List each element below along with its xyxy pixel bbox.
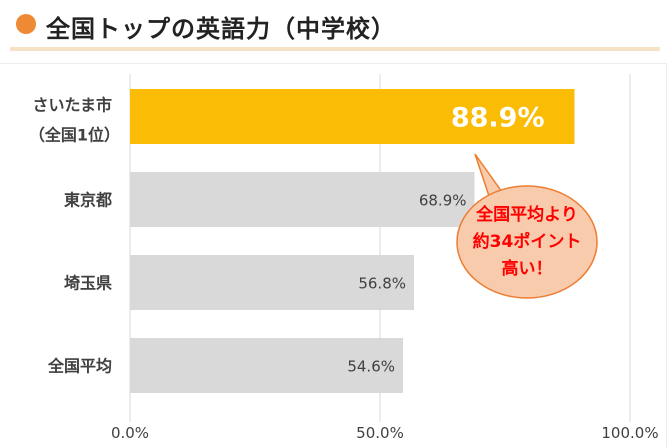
bar-chart: 88.9% さいたま市 （全国1位） 68.9% 東京都 56.8% 埼玉県 54.6% 全国平…: [29, 74, 659, 442]
chart-area: 88.9% さいたま市 （全国1位） 68.9% 東京都 56.8% 埼玉県 54.6% 全国平…: [0, 63, 667, 447]
orange-dot-icon: [16, 14, 36, 34]
callout-tail-outline: [474, 153, 513, 215]
callout-seam: [494, 204, 512, 214]
tick-label: 0.0%: [111, 424, 149, 442]
category-label: （全国1位）: [29, 126, 120, 145]
category-label: 埼玉県: [64, 274, 112, 293]
category-label: 全国平均: [47, 357, 112, 376]
bar: [130, 338, 403, 393]
data-label: 68.9%: [419, 192, 467, 210]
tick-label: 100.0%: [601, 424, 658, 442]
callout-text: 約34ポイント: [473, 231, 582, 252]
bar: [130, 172, 475, 227]
header: 全国トップの英語力（中学校）: [0, 0, 670, 51]
category-label: 東京都: [64, 191, 112, 210]
data-label: 54.6%: [347, 358, 395, 376]
data-label: 56.8%: [358, 275, 406, 293]
category-label: さいたま市: [32, 96, 112, 115]
bar: [130, 89, 575, 144]
page-title: 全国トップの英語力（中学校）: [46, 15, 396, 43]
callout-text: 全国平均より: [475, 204, 578, 225]
callout-text: 高い！: [502, 258, 553, 279]
data-label: 88.9%: [451, 103, 545, 134]
header-divider: [10, 47, 660, 51]
tick-label: 50.0%: [356, 424, 404, 442]
callout-bubble: [456, 185, 598, 299]
bar: [130, 255, 414, 310]
